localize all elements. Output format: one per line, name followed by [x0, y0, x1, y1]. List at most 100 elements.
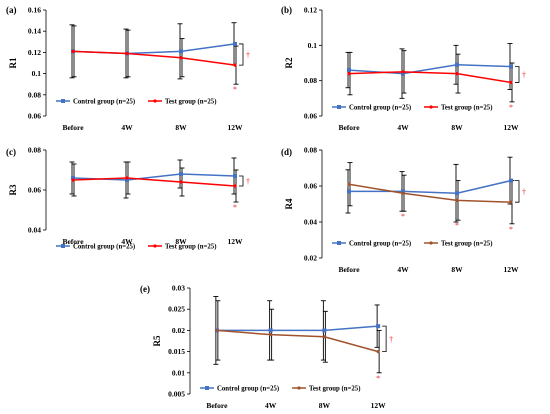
panel-label: (d)	[281, 147, 292, 157]
data-point-test	[509, 200, 513, 204]
chart-panel-1: (a) R1 0.06 0.08 0.1 0.12 0.14 0.16 Before 4W 8W 12…	[6, 5, 250, 132]
legend-swatch-marker	[153, 244, 157, 248]
x-tick-label: 4W	[397, 265, 409, 274]
y-axis-label: R2	[284, 57, 294, 68]
data-point-test	[455, 198, 459, 202]
y-tick-label: 0.06	[28, 112, 41, 121]
data-point-control	[233, 174, 237, 178]
x-tick-label: 4W	[121, 237, 133, 246]
legend-swatch-marker	[337, 241, 341, 245]
dagger-mark: †	[522, 187, 526, 196]
significance-bracket	[382, 325, 387, 352]
series-line-control	[348, 64, 512, 75]
data-point-test	[71, 49, 75, 53]
panel-label: (a)	[6, 5, 17, 15]
y-tick-label: 0.08	[28, 90, 41, 99]
data-point-test	[233, 184, 237, 188]
x-tick-label: 8W	[319, 401, 331, 410]
legend-swatch-marker	[297, 386, 301, 390]
legend-label: Control group (n=25)	[349, 241, 411, 248]
panel-label: (c)	[6, 147, 16, 157]
dagger-mark: †	[389, 335, 393, 344]
y-tick-label: 0.04	[28, 226, 41, 235]
data-point-test	[401, 70, 405, 74]
legend-label: Test group (n=25)	[165, 244, 216, 251]
data-point-control	[509, 64, 513, 69]
y-tick-label: 0.14	[28, 27, 41, 36]
x-tick-label: 12W	[371, 401, 387, 410]
significance-star: *	[233, 203, 237, 212]
significance-bracket	[239, 175, 244, 187]
data-point-test	[509, 80, 513, 85]
legend-swatch-marker	[205, 386, 209, 390]
data-point-test	[376, 350, 380, 354]
data-point-control	[509, 178, 513, 183]
y-tick-label: 0.02	[172, 326, 185, 335]
legend-label: Control group (n=25)	[73, 244, 135, 251]
data-point-test	[455, 72, 459, 76]
series-line-test	[348, 71, 512, 84]
data-point-control	[347, 189, 351, 194]
x-tick-label: 8W	[175, 237, 187, 246]
data-point-control	[455, 62, 459, 67]
data-point-control	[125, 178, 129, 182]
chart-panel-5: (e) R5 0.005 0.01 0.015 0.02 0.025 0.03 Before 4W…	[140, 284, 393, 411]
data-point-control	[179, 172, 183, 176]
legend-swatch-marker	[429, 105, 433, 109]
data-point-test	[179, 180, 183, 184]
data-point-control	[71, 176, 75, 180]
significance-star: *	[455, 221, 459, 230]
legend-label: Test group (n=25)	[309, 386, 360, 393]
x-tick-label: 12W	[504, 265, 520, 274]
x-tick-label: Before	[206, 401, 228, 410]
data-point-control	[268, 328, 273, 333]
y-tick-label: 0.02	[304, 254, 317, 263]
x-tick-label: 12W	[228, 123, 244, 132]
legend-swatch-marker	[61, 244, 65, 248]
y-axis-label: R4	[284, 198, 294, 209]
x-tick-label: 4W	[397, 123, 409, 132]
y-tick-label: 0.005	[168, 390, 185, 399]
chart-panel-2: (b) R2 0.06 0.08 0.1 0.12 Before 4W 8W 12W † * Contr…	[281, 5, 526, 132]
y-tick-label: 0.03	[172, 284, 185, 293]
y-tick-label: 0.04	[304, 218, 317, 227]
y-tick-label: 0.08	[28, 146, 41, 155]
x-tick-label: 4W	[265, 401, 277, 410]
significance-star: *	[509, 103, 513, 112]
series-line-test	[216, 329, 379, 353]
dagger-mark: †	[246, 177, 250, 186]
x-tick-label: 8W	[175, 123, 187, 132]
y-axis-label: R5	[152, 335, 162, 346]
data-point-control	[347, 68, 351, 73]
series-line-control	[349, 179, 512, 194]
chart-panel-3: (c) R3 0.04 0.06 0.08 Before 4W 8W 12W † * Control …	[6, 146, 250, 251]
y-tick-label: 0.06	[304, 112, 317, 121]
chart-panel-4: (d) R4 0.02 0.04 0.06 0.08 Before 4W 8W 12W † * * * Co…	[281, 146, 526, 275]
data-point-control	[179, 49, 183, 54]
y-tick-label: 0.015	[168, 347, 185, 356]
y-tick-label: 0.08	[304, 76, 317, 85]
series-line-test	[348, 183, 512, 203]
series-line-test	[72, 50, 236, 66]
legend-label: Control group (n=25)	[217, 386, 279, 393]
series-line-test	[72, 177, 236, 187]
y-tick-label: 0.1	[32, 69, 42, 78]
data-point-test	[125, 176, 129, 180]
data-point-control	[401, 71, 405, 76]
y-tick-label: 0.12	[28, 48, 41, 57]
dagger-mark: †	[522, 70, 526, 79]
data-point-test	[322, 335, 326, 339]
x-tick-label: Before	[62, 123, 84, 132]
legend-label: Test group (n=25)	[441, 105, 492, 112]
legend-label: Test group (n=25)	[441, 241, 492, 248]
x-tick-label: 8W	[451, 123, 463, 132]
series-line-control	[216, 325, 379, 332]
x-tick-label: 8W	[451, 265, 463, 274]
legend-label: Control group (n=25)	[349, 105, 411, 112]
x-tick-label: Before	[338, 265, 360, 274]
significance-star: *	[509, 225, 513, 234]
significance-star: *	[233, 85, 237, 94]
significance-bracket	[515, 180, 520, 203]
legend-swatch-marker	[153, 99, 157, 103]
